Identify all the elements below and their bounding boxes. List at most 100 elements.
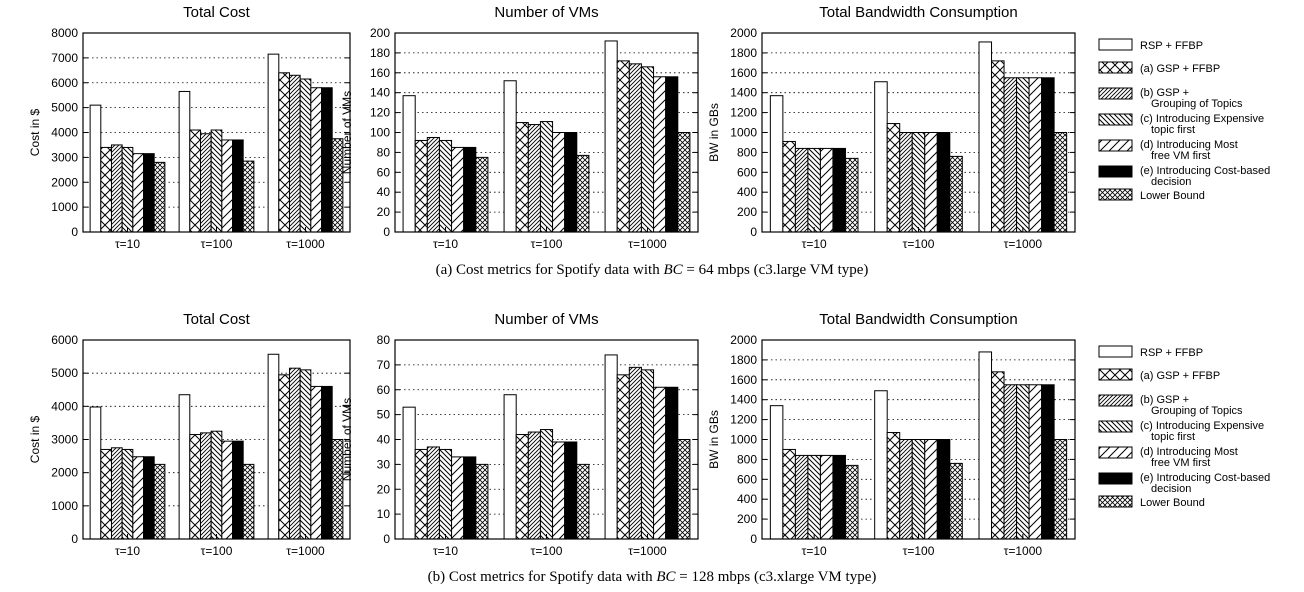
bar-fwd [1003,77,1018,233]
y-tick-label: 800 [737,145,757,159]
y-tick-label: 6000 [51,76,78,90]
bar-back [640,369,655,540]
bar-fwd [426,446,440,540]
bar-back [807,454,821,540]
y-tick-label: 160 [370,66,390,80]
bar-crosshatch [475,156,489,233]
bar-white [604,40,618,233]
x-tick-label: τ=10 [433,544,458,558]
bar-black [232,139,244,233]
legend-label: (c) Introducing Expensive [1140,113,1264,125]
legend-swatch-black [1098,472,1133,485]
bar-white [604,354,618,540]
plot-frame [394,32,699,233]
bar-fwd-sparse [451,456,465,540]
bar-crosshatch [242,160,255,233]
y-tick-label: 1400 [730,393,757,407]
chart-0-0: Total Cost 0 1000 2000 3000 4000 5000 6000 7000 8… [28,4,351,251]
bar-back [1016,384,1030,540]
legend-label: (a) GSP + FFBP [1140,370,1220,382]
bar-fwd-sparse [132,456,145,540]
bar-black [564,441,578,540]
y-tick-label: 1000 [730,433,757,447]
bar-cross [515,434,529,540]
y-axis-label: Cost in $ [28,415,42,463]
legend-label: (e) Introducing Cost-based [1140,165,1270,177]
legend-label: decision [1151,483,1191,495]
bar-fwd-sparse [221,440,234,540]
bar-black [232,440,244,540]
bar-fwd [628,366,642,540]
plot-frame [761,339,1076,540]
bar-cross [278,72,290,233]
bar-black [143,456,155,540]
bar-cross [991,60,1005,233]
y-tick-label: 80 [377,333,391,347]
bar-fwd [899,439,913,540]
legend-label: (d) Introducing Most [1140,446,1238,458]
bar-cross [782,448,796,540]
bar-white [874,81,888,233]
bar-back [121,448,134,540]
bar-back [210,129,223,233]
bar-fwd [288,367,301,540]
bar-white [769,405,784,540]
bar-white [178,90,191,233]
caption-b-suffix: = 128 mbps (c3.xlarge VM type) [675,569,877,585]
chart-1-0: Total Cost 0 1000 2000 3000 4000 5000 6000 Cost … [28,311,351,558]
legend-swatch-crosshatch [1098,495,1133,508]
bar-white [503,394,517,540]
bar-cross [278,374,290,540]
bar-crosshatch [677,439,691,540]
bar-white [267,353,280,540]
caption-a-var: BC [663,262,683,278]
y-tick-label: 1200 [730,106,757,120]
y-tick-label: 400 [737,492,757,506]
bar-fwd-sparse [1028,384,1043,540]
caption-b: (b) Cost metrics for Spotify data with B… [0,569,1304,586]
bar-fwd-sparse [819,454,834,540]
bar-cross [100,448,112,540]
legend-label: topic first [1151,124,1195,136]
legend-label: RSP + FFBP [1140,347,1203,359]
bar-back [299,369,312,540]
y-axis-label: BW in GBs [707,410,721,469]
bar-fwd-sparse [552,132,566,233]
caption-a-suffix: = 64 mbps (c3.large VM type) [682,262,869,278]
legend-swatch-back [1098,420,1133,433]
bar-crosshatch [677,132,691,233]
bar-back [539,429,554,540]
bar-white [402,95,416,233]
y-tick-label: 0 [750,225,757,239]
y-tick-label: 200 [370,26,390,40]
bar-back [438,448,453,540]
y-tick-label: 20 [377,482,391,496]
bar-back [640,66,655,233]
bar-black [936,132,951,233]
y-tick-label: 70 [377,358,391,372]
bar-fwd [899,132,913,233]
chart-title: Number of VMs [494,311,598,328]
bar-crosshatch [1053,132,1068,233]
legend-swatch-white [1098,38,1133,51]
bar-crosshatch [844,464,859,540]
legend-swatch-back [1098,113,1133,126]
legend-label: (b) GSP + [1140,394,1189,406]
legend-label: (a) GSP + FFBP [1140,63,1220,75]
bar-black [463,456,477,540]
x-tick-label: τ=1000 [286,544,325,558]
bar-fwd [288,74,301,233]
bar-back [911,439,926,540]
bar-fwd [199,432,212,540]
bar-black [321,385,333,540]
y-tick-label: 0 [383,532,390,546]
bar-crosshatch [153,161,166,233]
bar-crosshatch [949,155,963,233]
y-tick-label: 1600 [730,373,757,387]
y-tick-label: 2000 [51,175,78,189]
y-tick-label: 40 [377,185,391,199]
chart-title: Total Cost [183,311,251,328]
y-tick-label: 30 [377,457,391,471]
bar-black [936,439,951,540]
